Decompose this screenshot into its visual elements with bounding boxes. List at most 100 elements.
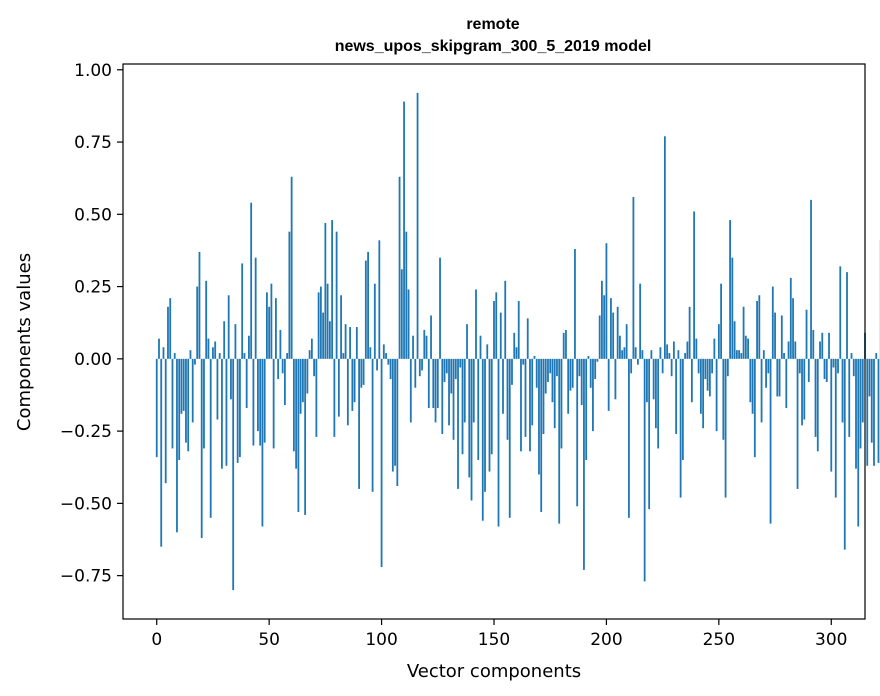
bar-component-205 xyxy=(616,306,619,359)
bar-component-211 xyxy=(630,358,633,374)
bar-component-101 xyxy=(382,344,385,359)
bar-component-176 xyxy=(551,358,554,403)
bar-component-148 xyxy=(488,358,491,472)
bar-component-215 xyxy=(639,283,642,359)
bar-component-117 xyxy=(418,358,421,377)
bar-component-122 xyxy=(430,315,432,359)
bar-component-196 xyxy=(596,358,599,362)
bar-component-2 xyxy=(160,358,163,547)
bar-component-146 xyxy=(484,358,486,492)
bar-component-65 xyxy=(301,358,304,403)
bar-component-199 xyxy=(603,295,606,359)
bar-component-133 xyxy=(454,358,457,380)
bar-component-320 xyxy=(875,353,878,359)
bar-component-279 xyxy=(783,353,785,359)
bar-component-260 xyxy=(740,353,743,359)
bar-component-261 xyxy=(742,306,745,359)
bar-component-128 xyxy=(443,358,446,382)
bar-component-236 xyxy=(686,341,689,359)
bar-component-67 xyxy=(306,358,309,394)
bar-component-63 xyxy=(297,358,300,513)
bar-component-115 xyxy=(414,358,417,388)
bar-component-17 xyxy=(194,358,196,365)
bar-component-160 xyxy=(515,347,518,359)
y-tick-label: 0.00 xyxy=(74,350,112,370)
bar-component-296 xyxy=(821,332,824,359)
bar-component-206 xyxy=(619,335,621,359)
bar-component-282 xyxy=(789,277,792,359)
bar-component-104 xyxy=(389,358,392,380)
bar-component-164 xyxy=(524,358,527,437)
bar-component-300 xyxy=(830,358,833,472)
bar-component-305 xyxy=(841,358,844,423)
bar-component-252 xyxy=(722,358,725,440)
y-tick-label: −0.50 xyxy=(60,494,112,514)
bar-component-169 xyxy=(535,358,538,388)
bar-component-56 xyxy=(281,358,284,374)
bar-component-7 xyxy=(171,358,174,449)
bar-component-62 xyxy=(295,358,298,469)
bar-component-287 xyxy=(801,358,803,426)
bar-component-258 xyxy=(735,350,738,359)
bar-component-249 xyxy=(715,358,718,432)
bar-component-319 xyxy=(873,358,875,466)
bar-component-135 xyxy=(459,358,462,368)
bar-component-303 xyxy=(837,358,839,374)
bar-component-157 xyxy=(508,358,511,518)
bar-component-247 xyxy=(711,358,713,374)
bar-component-57 xyxy=(283,358,286,406)
bar-component-291 xyxy=(810,199,812,359)
bar-component-175 xyxy=(549,358,552,374)
bar-component-59 xyxy=(288,231,291,359)
bar-component-180 xyxy=(560,358,563,449)
bar-component-177 xyxy=(553,358,556,429)
bar-component-210 xyxy=(628,358,630,518)
bar-component-52 xyxy=(272,358,275,449)
bar-component-189 xyxy=(580,358,583,406)
bar-component-229 xyxy=(670,358,673,377)
bar-component-301 xyxy=(832,358,835,368)
bar-component-10 xyxy=(178,358,181,461)
bar-component-232 xyxy=(677,350,680,359)
x-axis: 0 50 100 150 200 250 300 xyxy=(151,619,847,650)
bar-component-289 xyxy=(805,309,808,359)
bar-component-132 xyxy=(452,358,455,440)
bar-component-53 xyxy=(275,298,277,359)
bar-component-69 xyxy=(310,338,313,359)
bar-component-96 xyxy=(371,358,374,492)
bar-component-242 xyxy=(699,358,702,414)
bar-component-181 xyxy=(562,332,565,359)
bar-component-72 xyxy=(317,292,320,359)
bar-component-188 xyxy=(578,358,581,377)
bar-component-76 xyxy=(326,283,329,359)
bar-component-198 xyxy=(601,280,603,359)
bar-component-79 xyxy=(333,358,336,437)
bar-component-216 xyxy=(641,350,644,359)
bar-component-37 xyxy=(239,358,241,458)
bar-component-186 xyxy=(574,249,576,359)
bar-component-302 xyxy=(834,358,837,498)
bar-component-12 xyxy=(182,358,185,411)
bar-component-30 xyxy=(223,321,226,359)
bar-component-194 xyxy=(592,358,594,432)
bar-component-77 xyxy=(328,321,331,359)
bar-component-114 xyxy=(412,335,414,359)
bar-component-70 xyxy=(313,358,316,377)
bar-component-179 xyxy=(558,358,561,524)
bar-component-293 xyxy=(814,358,817,437)
bar-component-159 xyxy=(513,332,516,359)
bar-component-213 xyxy=(634,347,637,359)
bar-component-190 xyxy=(583,358,585,570)
bar-component-274 xyxy=(771,286,774,359)
bar-component-168 xyxy=(533,355,536,359)
bar-component-126 xyxy=(439,257,441,359)
bar-component-224 xyxy=(659,347,662,359)
bar-component-185 xyxy=(571,358,574,388)
bar-component-270 xyxy=(762,350,765,359)
bar-component-123 xyxy=(432,358,435,408)
y-tick-label: 1.00 xyxy=(74,61,112,81)
bar-component-23 xyxy=(207,338,210,359)
x-tick-label: 150 xyxy=(478,630,510,650)
bar-component-22 xyxy=(205,280,208,359)
